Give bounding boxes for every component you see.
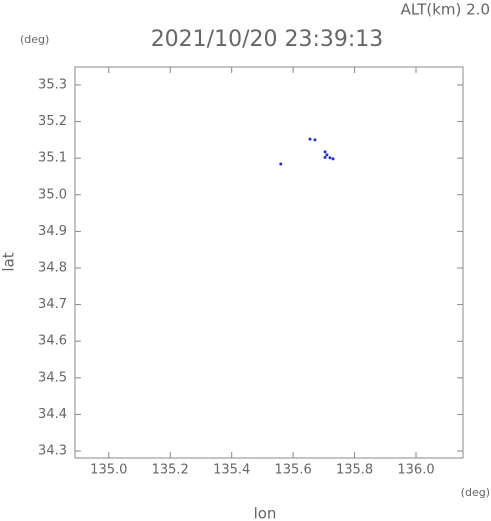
point [328, 156, 332, 160]
point [308, 137, 312, 141]
point [279, 162, 283, 166]
chart-title: 2021/10/20 23:39:13 [151, 27, 384, 52]
y-tick-label: 34.4 [38, 407, 67, 422]
x-unit: (deg) [461, 486, 490, 499]
y-tick-label: 34.6 [38, 334, 67, 349]
x-tick-label: 135.4 [213, 463, 250, 478]
y-tick-label: 35.3 [38, 77, 67, 92]
point [323, 155, 327, 159]
x-tick-label: 135.0 [90, 463, 127, 478]
x-tick-label: 135.8 [336, 463, 373, 478]
y-axis-label: lat [0, 252, 18, 271]
point [313, 138, 317, 142]
x-tick-label: 135.6 [275, 463, 312, 478]
y-tick-label: 35.0 [38, 187, 67, 202]
y-tick-label: 34.3 [38, 444, 67, 459]
x-tick-label: 136.0 [397, 463, 434, 478]
altitude-label: ALT(km) 2.0 [401, 1, 490, 19]
y-tick-label: 34.5 [38, 370, 67, 385]
x-tick-label: 135.2 [152, 463, 189, 478]
y-tick-label: 34.9 [38, 224, 67, 239]
plot-frame [74, 66, 464, 459]
y-unit: (deg) [20, 33, 49, 46]
y-tick-label: 35.1 [38, 151, 67, 166]
point [323, 150, 327, 154]
y-tick-label: 34.8 [38, 260, 67, 275]
y-tick-label: 35.2 [38, 114, 67, 129]
point [331, 157, 335, 161]
x-axis-label: lon [254, 505, 277, 521]
point [325, 153, 329, 157]
y-tick-label: 34.7 [38, 297, 67, 312]
